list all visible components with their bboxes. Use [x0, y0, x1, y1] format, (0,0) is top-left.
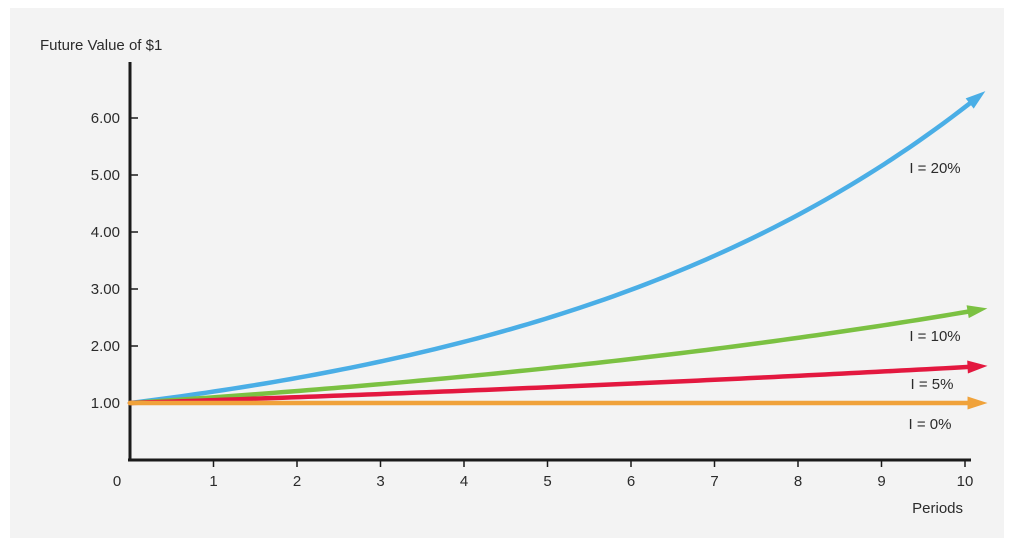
series-arrowhead-1 [966, 305, 988, 319]
series-label-0: I = 20% [909, 160, 960, 177]
series-arrowhead-3 [967, 396, 988, 410]
x-tick-label: 10 [957, 473, 974, 490]
x-tick-label: 4 [460, 473, 468, 490]
y-tick-label: 6.00 [91, 110, 120, 127]
x-axis-title: Periods [912, 500, 963, 517]
series-arrowhead-0 [965, 91, 986, 109]
series-arrowhead-2 [967, 360, 988, 374]
x-tick-label: 7 [710, 473, 718, 490]
y-tick-label: 2.00 [91, 338, 120, 355]
series-label-3: I = 0% [909, 416, 952, 433]
x-tick-label: 2 [293, 473, 301, 490]
x-tick-label: 9 [877, 473, 885, 490]
x-tick-label: 0 [113, 473, 121, 490]
y-tick-label: 3.00 [91, 281, 120, 298]
y-tick-label: 1.00 [91, 395, 120, 412]
chart-panel [10, 8, 1004, 538]
x-tick-label: 3 [376, 473, 384, 490]
series-line-1 [127, 307, 980, 406]
x-tick-label: 1 [209, 473, 217, 490]
series-line-2 [127, 364, 980, 406]
series-line-0 [127, 95, 980, 406]
x-tick-label: 5 [543, 473, 551, 490]
series-label-1: I = 10% [909, 328, 960, 345]
y-axis-title: Future Value of $1 [40, 37, 162, 54]
x-tick-label: 8 [794, 473, 802, 490]
y-tick-label: 4.00 [91, 224, 120, 241]
x-tick-label: 6 [627, 473, 635, 490]
y-tick-label: 5.00 [91, 167, 120, 184]
series-label-2: I = 5% [911, 376, 954, 393]
